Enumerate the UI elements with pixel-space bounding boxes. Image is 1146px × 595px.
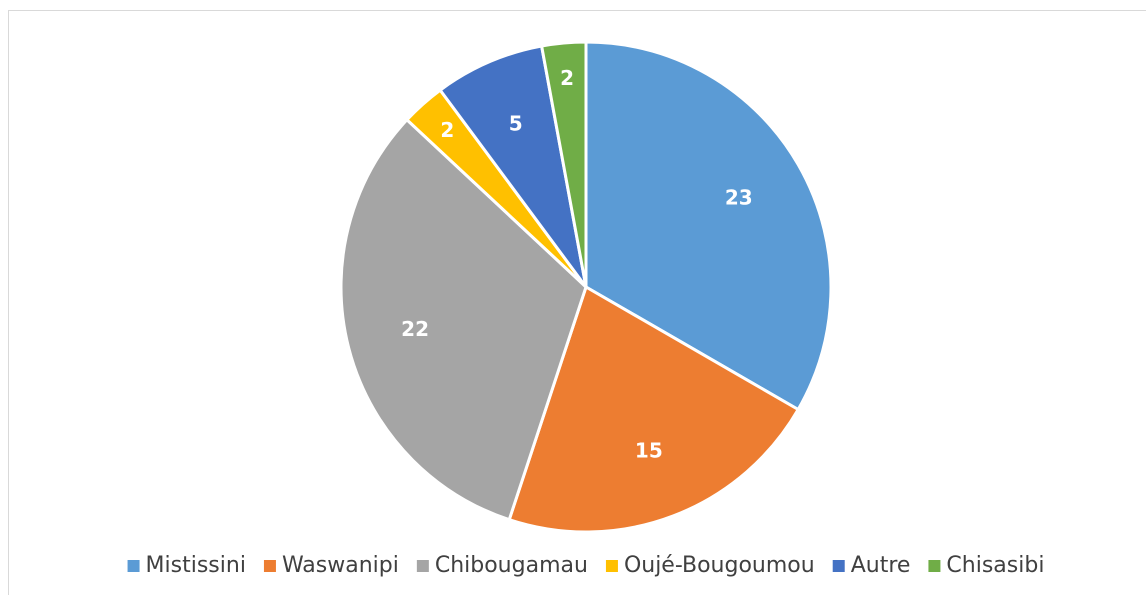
pie-slice [339, 117, 588, 522]
pie-slice [539, 40, 588, 288]
legend-label: Oujé-Bougoumou [624, 553, 815, 578]
legend-swatch [928, 560, 941, 572]
data-label: 2 [440, 118, 454, 142]
legend-label: Chisasibi [946, 553, 1044, 578]
pie-slice [438, 44, 588, 288]
legend-swatch [263, 560, 276, 572]
legend-swatch [127, 560, 140, 572]
legend-label: Autre [851, 553, 911, 578]
pie-slice [507, 284, 801, 534]
pie-slice [584, 40, 833, 412]
legend-swatch [605, 560, 618, 572]
legend-label: Mistissini [146, 553, 246, 578]
data-label: 2 [560, 66, 574, 90]
legend-label: Waswanipi [282, 553, 399, 578]
data-label: 22 [401, 317, 429, 341]
data-label: 23 [725, 185, 753, 209]
legend-label: Chibougamau [435, 553, 588, 578]
data-label: 15 [635, 438, 663, 462]
data-label: 5 [509, 112, 523, 136]
legend-swatch [832, 560, 845, 572]
legend-swatch [416, 560, 429, 572]
